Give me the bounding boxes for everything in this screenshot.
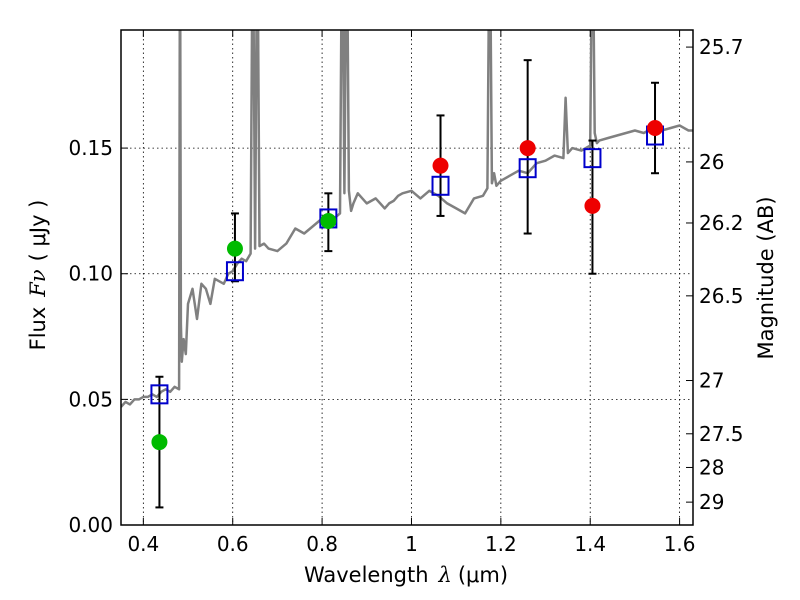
x-tick-label: 1.2 [485,532,517,556]
y-axis-label-text: Flux [26,307,50,351]
spectrum-layer [121,30,693,408]
x-axis-symbol: λ [438,563,452,587]
observed-photometry-point [226,240,243,257]
y-tick-label: 0.15 [68,136,113,160]
spectrum-line [121,30,693,408]
x-tick-label: 0.8 [306,532,338,556]
model-photometry-square [583,148,602,169]
right-tick-label: 29 [699,490,724,514]
right-tick-label: 26.5 [699,284,744,308]
y-tick-label: 0.05 [68,387,113,411]
points-layer [150,59,665,509]
y-axis-symbol: Fν [26,269,50,298]
right-tick-label: 28 [699,455,724,479]
x-tick-label: 1 [405,532,418,556]
plot-area [121,30,693,525]
plot-frame [120,29,694,526]
x-tick-label: 1.6 [664,532,696,556]
y-axis-label: Flux Fν ( μJy ) [26,200,50,351]
observed-photometry-point [432,157,449,174]
right-tick-label: 26.2 [699,211,744,235]
x-axis-label-text: Wavelength [304,563,429,587]
observed-photometry-point [320,212,337,229]
right-tick-label: 25.7 [699,35,744,59]
y-tick-label: 0.00 [68,513,113,537]
observed-photometry-point [151,434,168,451]
right-tick-label: 27 [699,369,724,393]
right-tick-label: 27.5 [699,422,744,446]
observed-photometry-point [519,140,536,157]
y-tick-label: 0.10 [68,262,113,286]
grid-lines [121,30,693,525]
x-axis-unit: (μm) [458,563,508,587]
model-photometry-square [431,175,450,196]
observed-photometry-point [647,119,664,136]
right-axis-label: Magnitude (AB) [754,196,778,359]
x-tick-label: 0.4 [127,532,159,556]
right-tick-label: 26 [699,150,724,174]
observed-photometry-point [584,197,601,214]
model-photometry-square [225,261,244,282]
x-tick-label: 0.6 [217,532,249,556]
model-photometry-square [150,384,169,405]
model-photometry-square [518,158,537,179]
x-tick-label: 1.4 [574,532,606,556]
y-axis-unit: ( μJy ) [26,200,50,262]
x-axis-label: Wavelength λ (μm) [304,563,508,587]
axis-ticks: 0.4 0.6 0.8 1 1.2 1.4 1.6 0.00 0.05 0.10 0.15 25.7 2… [68,30,744,556]
